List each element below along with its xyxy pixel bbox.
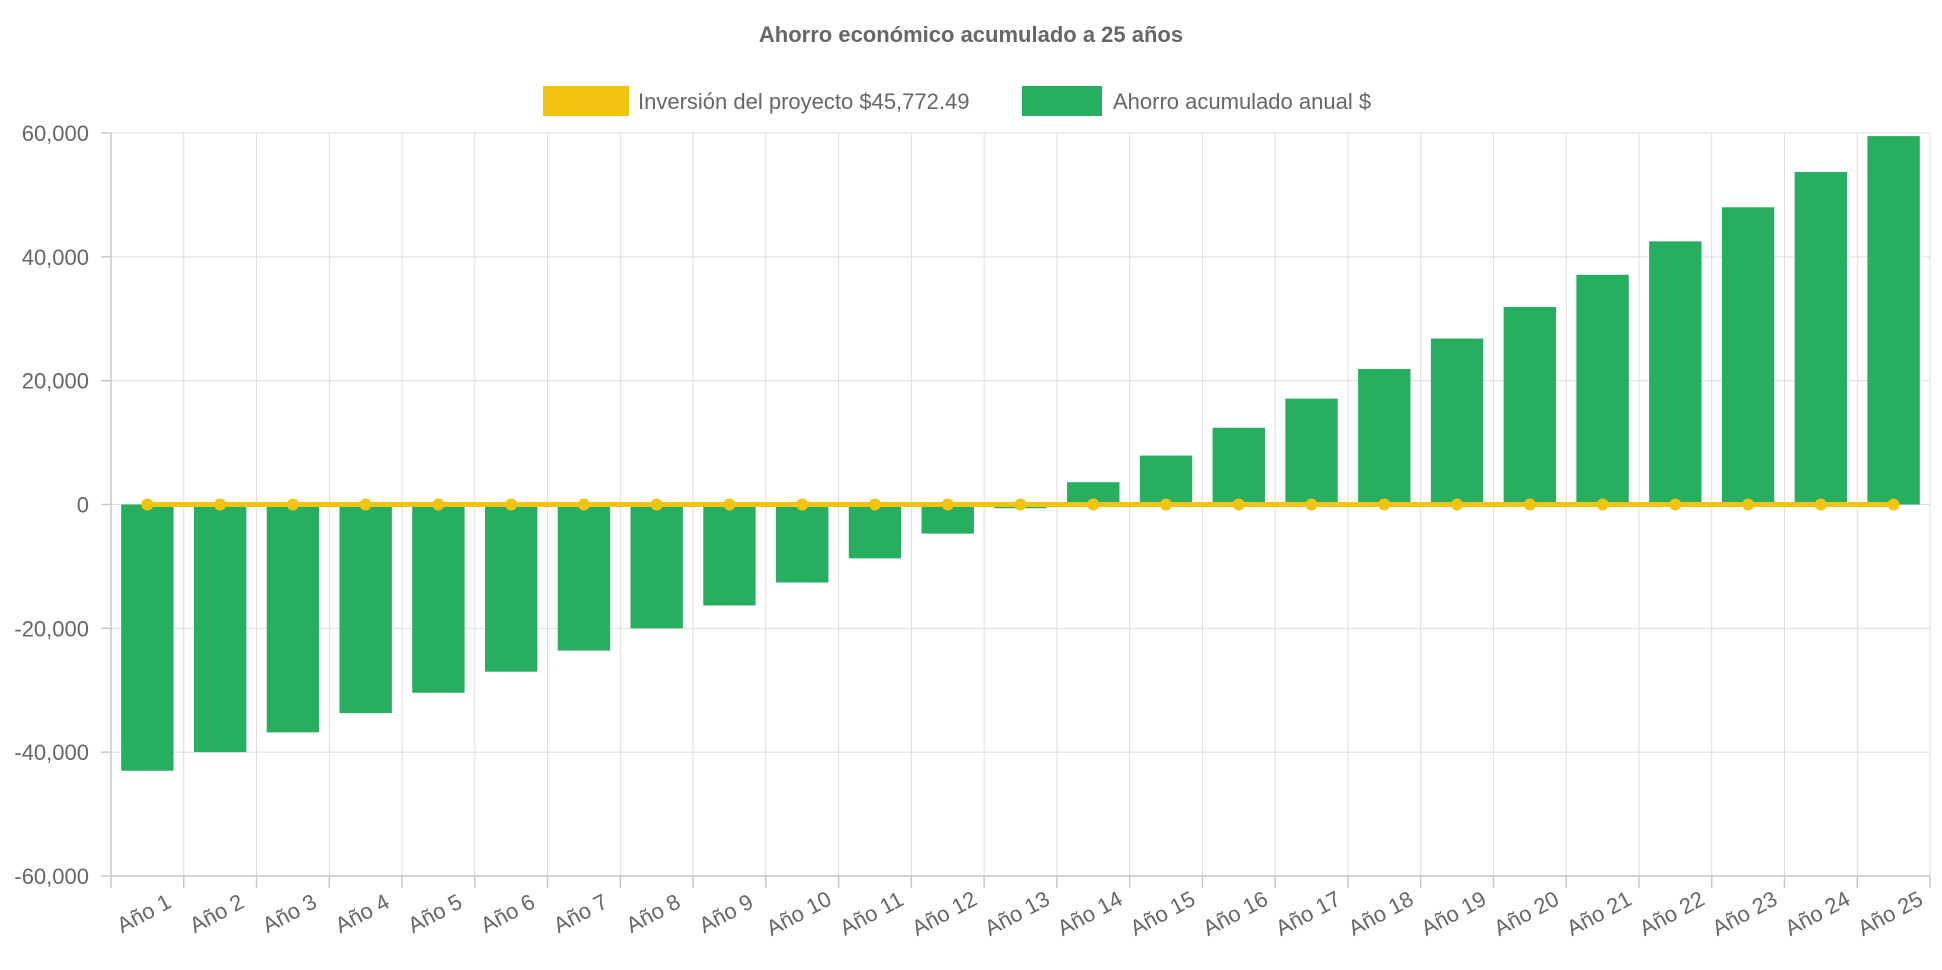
x-tick-label: Año 3 (258, 889, 321, 938)
line-point[interactable] (286, 498, 299, 511)
legend-label-savings: Ahorro acumulado anual $ (1113, 89, 1371, 114)
x-tick-label: Año 23 (1708, 886, 1781, 941)
bar[interactable] (1794, 172, 1848, 505)
line-point[interactable] (1451, 498, 1464, 511)
legend: Inversión del proyecto $45,772.49 Ahorro… (543, 86, 1371, 116)
bar[interactable] (1576, 274, 1629, 505)
line-point[interactable] (723, 498, 736, 511)
x-tick-label: Año 6 (476, 889, 539, 938)
bar[interactable] (776, 504, 829, 583)
x-tick-label: Año 22 (1635, 886, 1708, 941)
line-point[interactable] (1378, 498, 1391, 511)
bar[interactable] (703, 504, 756, 606)
legend-item-savings[interactable]: Ahorro acumulado anual $ (1022, 86, 1371, 116)
line-point[interactable] (577, 498, 590, 511)
bar[interactable] (1649, 241, 1702, 505)
line-point[interactable] (505, 498, 518, 511)
line-series-investment (141, 498, 1900, 511)
bar[interactable] (484, 504, 538, 672)
x-tick-label: Año 7 (549, 889, 612, 938)
x-tick-label: Año 2 (185, 889, 248, 938)
line-point[interactable] (359, 498, 372, 511)
x-tick-label: Año 17 (1271, 886, 1344, 941)
bar[interactable] (1867, 136, 1920, 505)
y-tick-label: 60,000 (22, 121, 89, 146)
y-tick-label: -60,000 (14, 864, 89, 889)
bar[interactable] (121, 504, 174, 771)
line-point[interactable] (1087, 498, 1100, 511)
line-point[interactable] (1814, 498, 1827, 511)
line-point[interactable] (1523, 498, 1536, 511)
y-tick-label: 40,000 (22, 245, 89, 270)
bar[interactable] (630, 504, 683, 629)
bar[interactable] (1721, 207, 1775, 505)
line-point[interactable] (1596, 498, 1609, 511)
bar[interactable] (1139, 455, 1193, 505)
legend-swatch-investment (543, 86, 629, 116)
y-axis: 60,000 40,000 20,000 0 -20,000 -40,000 -60,000 (14, 121, 112, 889)
bar[interactable] (412, 504, 465, 693)
x-tick-label: Año 11 (836, 886, 908, 940)
bar[interactable] (848, 504, 902, 559)
legend-item-investment[interactable]: Inversión del proyecto $45,772.49 (543, 86, 969, 116)
line-point[interactable] (432, 498, 445, 511)
line-point[interactable] (1305, 498, 1318, 511)
bar[interactable] (193, 504, 247, 753)
x-tick-label: Año 19 (1417, 886, 1490, 941)
y-tick-label: 0 (77, 493, 89, 518)
line-point[interactable] (868, 498, 881, 511)
line-point[interactable] (941, 498, 954, 511)
bar-series-savings (121, 136, 1920, 771)
x-tick-label: Año 5 (404, 889, 467, 938)
line-point[interactable] (1742, 498, 1755, 511)
x-tick-label: Año 10 (762, 886, 835, 941)
line-point[interactable] (1669, 498, 1682, 511)
x-tick-label: Año 1 (113, 889, 176, 938)
line-point[interactable] (214, 498, 227, 511)
bar[interactable] (1067, 482, 1120, 505)
y-tick-label: -40,000 (14, 740, 89, 765)
line-point[interactable] (796, 498, 809, 511)
bar[interactable] (1358, 368, 1411, 505)
x-tick-label: Año 24 (1781, 886, 1854, 941)
line-point[interactable] (141, 498, 154, 511)
y-tick-label: -20,000 (14, 616, 89, 641)
bar[interactable] (1212, 427, 1265, 505)
line-point[interactable] (1014, 498, 1027, 511)
bar[interactable] (339, 504, 392, 714)
x-tick-label: Año 20 (1490, 886, 1563, 941)
bar[interactable] (1285, 398, 1338, 505)
x-tick-label: Año 9 (695, 889, 758, 938)
line-point[interactable] (1887, 498, 1900, 511)
x-tick-label: Año 4 (331, 889, 394, 938)
bar[interactable] (1503, 306, 1557, 505)
chart-title: Ahorro económico acumulado a 25 años (759, 22, 1183, 47)
x-tick-label: Año 25 (1853, 886, 1926, 941)
x-tick-label: Año 8 (622, 889, 685, 938)
legend-label-investment: Inversión del proyecto $45,772.49 (638, 89, 969, 114)
x-tick-label: Año 14 (1053, 886, 1126, 941)
bar[interactable] (557, 504, 611, 651)
line-point[interactable] (1160, 498, 1173, 511)
x-tick-label: Año 18 (1344, 886, 1417, 941)
x-tick-label: Año 16 (1199, 886, 1272, 941)
legend-swatch-savings (1022, 86, 1102, 116)
y-tick-label: 20,000 (22, 369, 89, 394)
x-tick-label: Año 15 (1126, 886, 1199, 941)
x-tick-label: Año 12 (908, 886, 981, 941)
bar[interactable] (266, 504, 320, 733)
line-point[interactable] (650, 498, 663, 511)
bar[interactable] (1430, 338, 1484, 505)
x-axis: Año 1 Año 2 Año 3 Año 4 Año 5 Año 6 Año 7 Año 8… (110, 875, 1931, 941)
line-point[interactable] (1232, 498, 1245, 511)
x-tick-label: Año 21 (1562, 886, 1635, 941)
x-tick-label: Año 13 (980, 886, 1053, 941)
